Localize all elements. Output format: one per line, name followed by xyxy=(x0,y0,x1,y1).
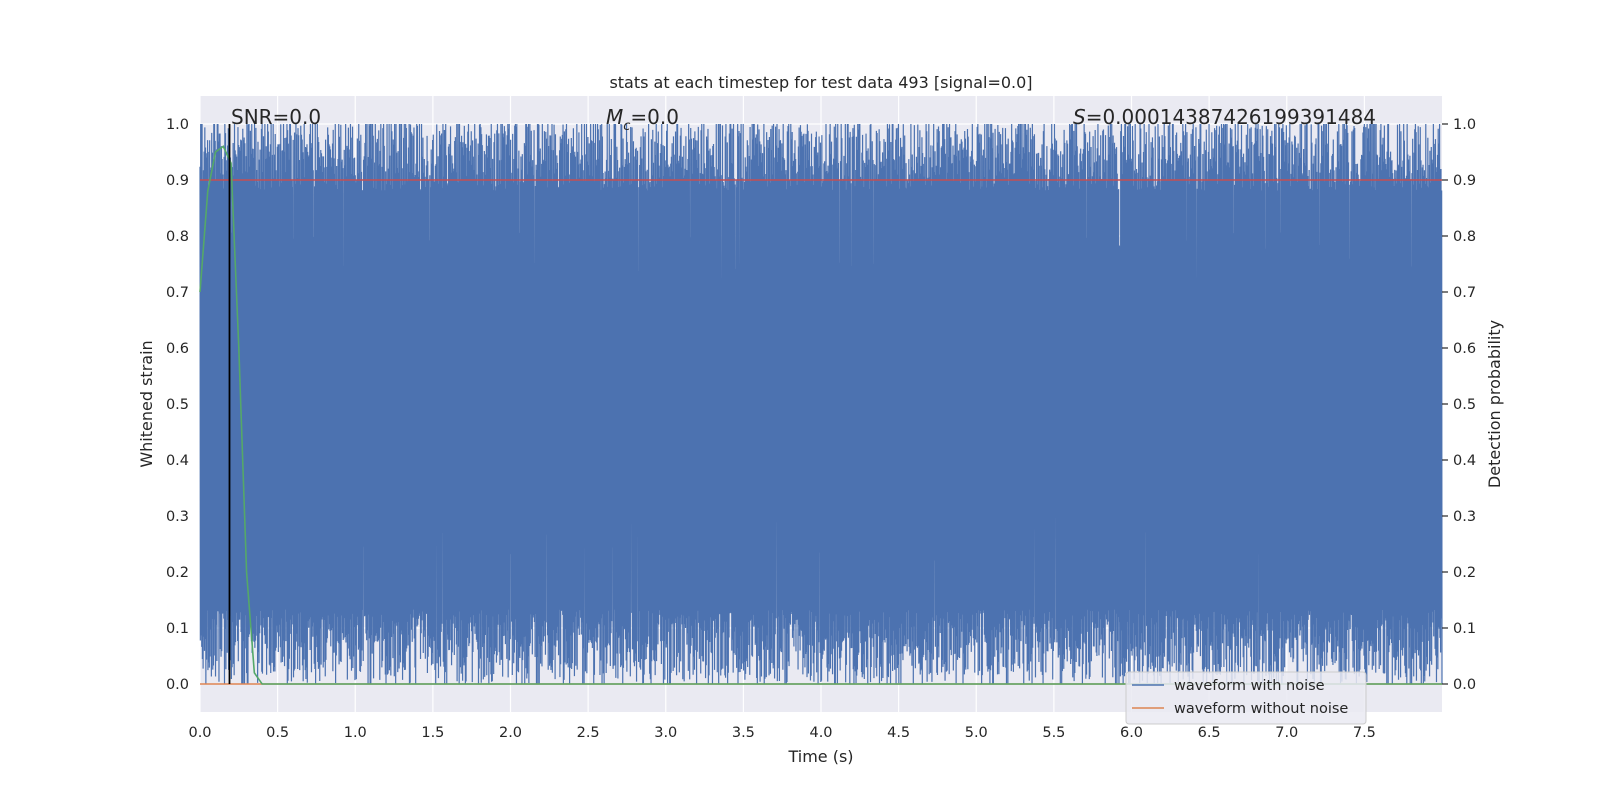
x-tick-label: 7.5 xyxy=(1353,725,1376,741)
x-tick-label: 7.0 xyxy=(1275,725,1298,741)
y-tick-label: 0.5 xyxy=(166,397,189,413)
x-tick-label: 6.5 xyxy=(1198,725,1221,741)
x-tick-label: 2.0 xyxy=(499,725,522,741)
x-axis-ticks: 0.0 0.5 1.0 1.5 2.0 2.5 3.0 3.5 4.0 4.5 5.0 5.5 6.0 6… xyxy=(188,725,1375,741)
y-tick-label: 0.6 xyxy=(166,341,189,357)
x-axis-label: Time (s) xyxy=(787,747,853,766)
y2-tick-label: 0.1 xyxy=(1453,621,1476,637)
y2-tick-label: 0.9 xyxy=(1453,173,1476,189)
y2-tick-label: 0.7 xyxy=(1453,285,1476,301)
s-symbol: S xyxy=(1073,105,1086,129)
y-tick-label: 0.8 xyxy=(166,229,189,245)
x-tick-label: 3.5 xyxy=(732,725,755,741)
y2-tick-label: 0.2 xyxy=(1453,565,1476,581)
y2-axis-label: Detection probability xyxy=(1485,320,1504,488)
legend-label-noise: waveform with noise xyxy=(1174,678,1325,694)
y2-tick-label: 1.0 xyxy=(1453,117,1476,133)
legend-box xyxy=(1125,671,1367,725)
x-tick-label: 0.0 xyxy=(188,725,211,741)
y2-tick-label: 0.5 xyxy=(1453,397,1476,413)
y-tick-label: 0.4 xyxy=(166,453,189,469)
mc-value: =0.0 xyxy=(630,105,679,129)
y-tick-label: 0.7 xyxy=(166,285,189,301)
y2-tick-label: 0.8 xyxy=(1453,229,1476,245)
snr-annotation: SNR=0.0 xyxy=(231,105,321,129)
x-tick-label: 1.5 xyxy=(421,725,444,741)
x-tick-label: 5.0 xyxy=(965,725,988,741)
x-tick-label: 5.5 xyxy=(1042,725,1065,741)
y2-tick-label: 0.3 xyxy=(1453,509,1476,525)
y2-axis-ticks: 0.0 0.1 0.2 0.3 0.4 0.5 0.6 0.7 0.8 0.9 1.0 xyxy=(1442,117,1476,693)
mc-subscript: c xyxy=(623,119,630,134)
legend: waveform with noise waveform without noi… xyxy=(1125,671,1367,725)
series-detection-probability xyxy=(199,145,1442,685)
y-tick-label: 1.0 xyxy=(166,117,189,133)
y-axis-ticks: 0.0 0.1 0.2 0.3 0.4 0.5 0.6 0.7 0.8 0.9 1.0 xyxy=(166,117,189,693)
s-annotation: S=0.00014387426199391484 xyxy=(1073,105,1376,129)
x-tick-label: 6.0 xyxy=(1120,725,1143,741)
mc-symbol: M xyxy=(606,105,623,129)
x-tick-label: 0.5 xyxy=(266,725,289,741)
s-value: =0.00014387426199391484 xyxy=(1086,105,1376,129)
y-tick-label: 0.3 xyxy=(166,509,189,525)
series-waveform-with-noise xyxy=(199,123,1443,685)
chirp-mass-annotation: Mc=0.0 xyxy=(606,105,679,134)
chart-title: stats at each timestep for test data 493… xyxy=(609,73,1032,92)
y-tick-label: 0.2 xyxy=(166,565,189,581)
y2-tick-label: 0.0 xyxy=(1453,677,1476,693)
y-tick-label: 0.0 xyxy=(166,677,189,693)
x-tick-label: 2.5 xyxy=(577,725,600,741)
legend-label-clean: waveform without noise xyxy=(1174,701,1348,717)
y-axis-label: Whitened strain xyxy=(137,340,156,467)
y2-tick-label: 0.4 xyxy=(1453,453,1476,469)
y-tick-label: 0.1 xyxy=(166,621,189,637)
x-tick-label: 1.0 xyxy=(344,725,367,741)
x-tick-label: 4.5 xyxy=(887,725,910,741)
x-tick-label: 4.0 xyxy=(809,725,832,741)
y2-tick-label: 0.6 xyxy=(1453,341,1476,357)
x-tick-label: 3.0 xyxy=(654,725,677,741)
noise-series-group xyxy=(199,123,1443,685)
y-tick-label: 0.9 xyxy=(166,173,189,189)
